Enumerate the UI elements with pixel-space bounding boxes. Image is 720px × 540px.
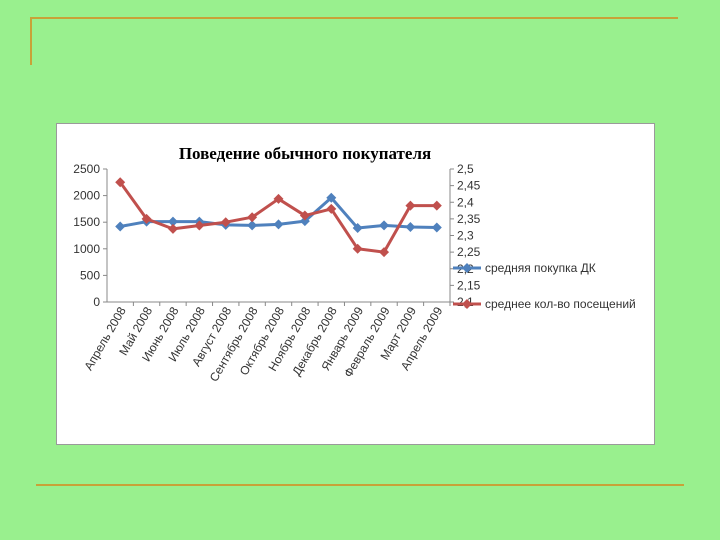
data-point	[141, 213, 152, 224]
data-point	[194, 220, 205, 231]
data-point	[326, 203, 337, 214]
right-tick-label: 2,4	[457, 195, 474, 209]
series-layer	[115, 177, 442, 258]
right-tick-label: 2,15	[457, 278, 481, 292]
legend-swatch-marker	[462, 299, 472, 309]
left-tick-label: 2000	[73, 189, 100, 203]
series-line	[118, 181, 437, 254]
left-tick-label: 1000	[73, 242, 100, 256]
right-axis-ticks: 2,12,152,22,252,32,352,42,452,5	[450, 162, 481, 309]
data-point	[379, 220, 390, 231]
chart-title: Поведение обычного покупателя	[179, 144, 431, 163]
decor-line-bottom	[36, 484, 684, 486]
data-point	[379, 247, 390, 258]
chart-frame: Поведение обычного покупателя 0 500 1000 15…	[56, 123, 655, 445]
data-point	[431, 222, 442, 233]
data-point	[405, 221, 416, 232]
left-tick-label: 2500	[73, 162, 100, 176]
chart-axes	[106, 169, 451, 303]
data-point	[220, 217, 231, 228]
data-point	[431, 200, 442, 211]
left-tick-label: 500	[80, 268, 100, 282]
left-tick-label: 1500	[73, 215, 100, 229]
data-point	[405, 200, 416, 211]
data-point	[273, 219, 284, 230]
right-tick-label: 2,35	[457, 212, 481, 226]
line-chart: Поведение обычного покупателя 0 500 1000 15…	[73, 144, 636, 384]
data-point	[115, 221, 126, 232]
legend-label: среднее кол-во посещений	[485, 297, 636, 311]
data-point	[352, 223, 363, 234]
legend: средняя покупка ДК среднее кол-во посещен…	[453, 261, 636, 311]
series-2	[115, 177, 442, 258]
data-point	[247, 220, 258, 231]
decor-line-top	[30, 17, 678, 19]
data-point	[167, 216, 178, 227]
data-point	[273, 193, 284, 204]
right-tick-label: 2,5	[457, 162, 474, 176]
data-point	[299, 216, 310, 227]
legend-swatch-marker	[462, 263, 472, 273]
right-tick-label: 2,3	[457, 229, 474, 243]
left-tick-label: 0	[93, 295, 100, 309]
decor-line-left	[30, 17, 32, 65]
x-tick-label: Апрель 2008	[81, 304, 129, 373]
data-point	[167, 223, 178, 234]
right-tick-label: 2,45	[457, 179, 481, 193]
data-point	[299, 210, 310, 221]
data-point	[115, 177, 126, 188]
left-axis-ticks: 0 500 1000 1500 2000 2500	[73, 162, 107, 309]
legend-label: средняя покупка ДК	[485, 261, 596, 275]
data-point	[247, 212, 258, 223]
data-point	[352, 243, 363, 254]
data-point	[326, 192, 337, 203]
right-tick-label: 2,25	[457, 245, 481, 259]
